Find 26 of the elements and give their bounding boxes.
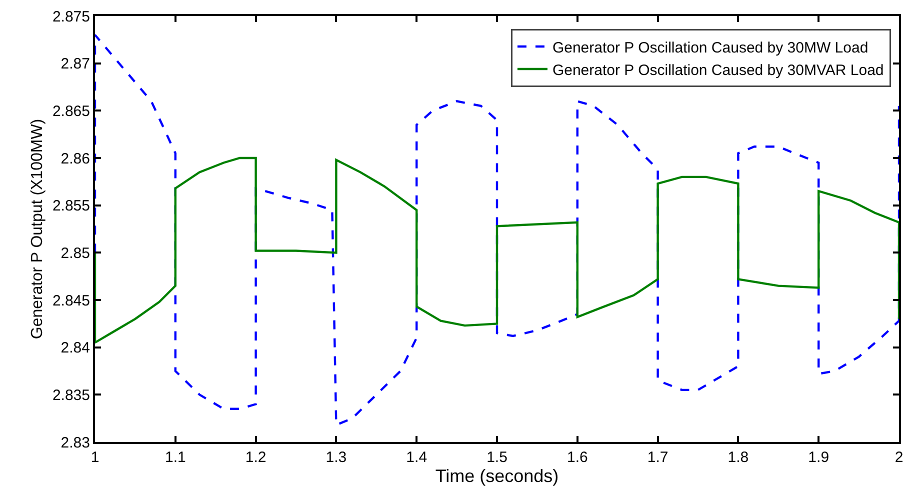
- x-tick-label: 1.6: [566, 449, 588, 466]
- y-tick-label: 2.85: [60, 244, 90, 262]
- y-tick-label: 2.845: [52, 292, 90, 310]
- x-tick-label: 2: [894, 449, 904, 466]
- x-axis-title: Time (seconds): [435, 466, 559, 486]
- x-tick-label: 1: [90, 449, 100, 466]
- x-tick-label: 1.5: [486, 449, 508, 466]
- line-series: [95, 156, 899, 344]
- x-tick-label: 1.8: [728, 449, 749, 466]
- y-tick-label: 2.84: [60, 340, 90, 357]
- y-tick-label: 2.865: [52, 102, 90, 120]
- x-tick-label: 1.9: [808, 449, 830, 466]
- x-tick-label: 1.2: [245, 449, 266, 466]
- x-tick-label: 1.3: [326, 449, 347, 466]
- x-tick-label: 1.4: [406, 449, 428, 466]
- y-tick-label: 2.855: [52, 198, 90, 215]
- y-tick-label: 2.86: [60, 150, 90, 168]
- legend-label: Generator P Oscillation Caused by 30MVAR Load: [552, 62, 884, 79]
- y-tick-label: 2.83: [60, 434, 90, 452]
- y-tick-label: 2.835: [52, 386, 90, 404]
- y-tick-label: 2.875: [52, 8, 90, 26]
- y-axis-title: Generator P Output (X100MW): [28, 118, 46, 340]
- x-tick-label: 1.7: [647, 449, 668, 466]
- x-tick-label: 1.1: [164, 449, 186, 466]
- y-tick-label: 2.87: [60, 56, 90, 73]
- legend-label: Generator P Oscillation Caused by 30MW Load: [552, 39, 868, 56]
